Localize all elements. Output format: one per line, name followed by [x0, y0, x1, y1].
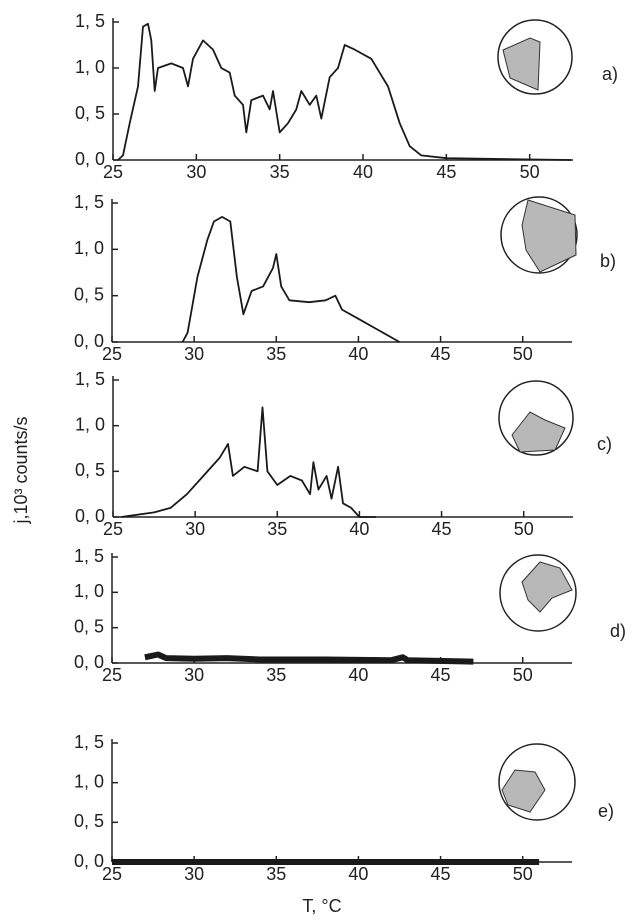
y-tick-label: 0, 0 [74, 331, 104, 351]
x-tick-label: 30 [184, 344, 204, 364]
x-tick-label: 30 [185, 519, 205, 539]
x-tick-label: 40 [348, 665, 368, 685]
panel-label: e) [598, 801, 614, 821]
data-line [117, 22, 572, 161]
y-tick-label: 0, 0 [75, 506, 105, 526]
x-tick-label: 50 [513, 665, 533, 685]
x-tick-label: 50 [513, 344, 533, 364]
x-tick-label: 35 [270, 162, 290, 182]
x-tick-label: 25 [102, 665, 122, 685]
y-tick-label: 1, 5 [74, 192, 104, 212]
panel-label: a) [602, 64, 618, 84]
y-axis-label: j,10³ counts/s [11, 416, 31, 524]
x-tick-label: 35 [266, 864, 286, 884]
y-tick-label: 1, 5 [75, 369, 105, 389]
x-tick-label: 35 [266, 344, 286, 364]
x-tick-label: 45 [431, 344, 451, 364]
x-tick-label: 50 [514, 519, 534, 539]
insets [497, 19, 578, 821]
data-line [144, 651, 474, 665]
y-tick-label: 0, 5 [75, 460, 105, 480]
x-tick-label: 45 [431, 864, 451, 884]
y-tick-label: 1, 5 [74, 546, 104, 566]
y-tick-label: 0, 0 [74, 851, 104, 871]
y-tick-label: 0, 5 [74, 811, 104, 831]
x-axis-label: T, °C [302, 896, 341, 916]
x-tick-label: 45 [432, 519, 452, 539]
y-tick-label: 1, 0 [74, 238, 104, 258]
x-tick-label: 50 [520, 162, 540, 182]
x-tick-label: 40 [349, 519, 369, 539]
y-tick-label: 0, 5 [74, 284, 104, 304]
panel-label: c) [597, 434, 612, 454]
x-tick-label: 50 [513, 864, 533, 884]
x-tick-label: 45 [431, 665, 451, 685]
x-tick-label: 25 [102, 344, 122, 364]
y-tick-label: 0, 5 [74, 616, 104, 636]
x-tick-label: 30 [186, 162, 206, 182]
y-tick-label: 1, 0 [75, 414, 105, 434]
y-tick-label: 1, 0 [74, 581, 104, 601]
panel-label: b) [600, 251, 616, 271]
y-tick-label: 1, 0 [74, 771, 104, 791]
x-tick-label: 30 [184, 864, 204, 884]
y-tick-label: 0, 0 [75, 149, 105, 169]
y-tick-label: 1, 0 [75, 57, 105, 77]
x-tick-label: 35 [267, 519, 287, 539]
x-tick-label: 40 [348, 864, 368, 884]
data-line [121, 406, 376, 518]
y-tick-label: 1, 5 [75, 11, 105, 31]
x-tick-label: 45 [436, 162, 456, 182]
x-tick-label: 25 [103, 162, 123, 182]
x-tick-label: 35 [266, 665, 286, 685]
y-tick-label: 1, 5 [74, 732, 104, 752]
y-tick-label: 0, 5 [75, 103, 105, 123]
x-tick-label: 40 [353, 162, 373, 182]
panel-label: d) [610, 621, 626, 641]
x-tick-label: 40 [348, 344, 368, 364]
data-line [181, 215, 400, 343]
x-tick-label: 30 [184, 665, 204, 685]
x-tick-label: 25 [103, 519, 123, 539]
x-tick-label: 25 [102, 864, 122, 884]
y-tick-label: 0, 0 [74, 652, 104, 672]
